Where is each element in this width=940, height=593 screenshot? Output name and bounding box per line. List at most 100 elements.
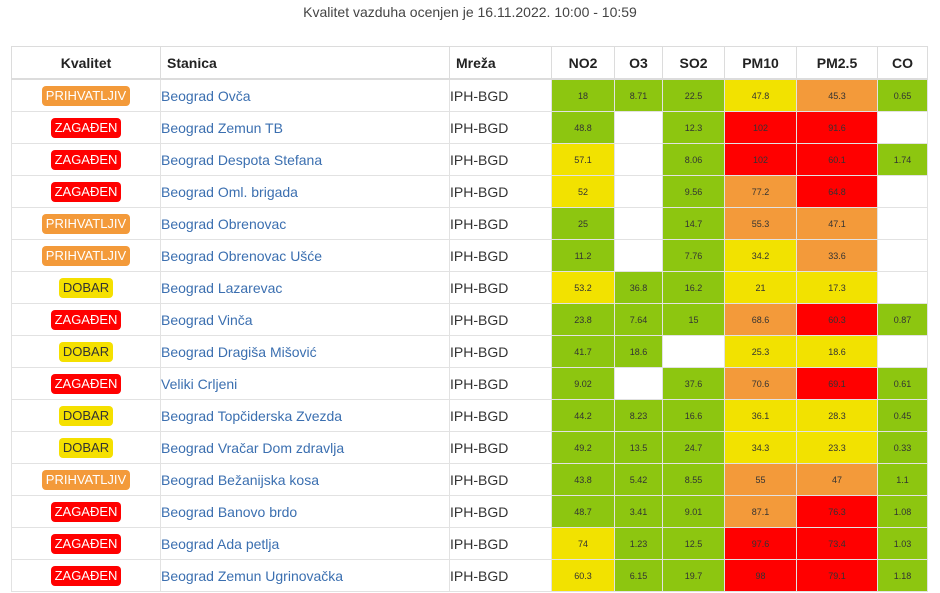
station-cell: Beograd Vračar Dom zdravlja	[160, 431, 450, 464]
header-quality[interactable]: Kvalitet	[11, 46, 161, 80]
quality-cell: ZAGAĐEN	[11, 303, 161, 336]
quality-badge: PRIHVATLJIV	[41, 85, 131, 106]
station-link[interactable]: Beograd Ovča	[161, 87, 251, 104]
o3-value-cell: 6.15	[614, 559, 663, 592]
so2-value-cell: 37.6	[662, 367, 725, 400]
station-link[interactable]: Beograd Vinča	[161, 311, 253, 328]
network-cell: IPH-BGD	[449, 303, 552, 336]
station-link[interactable]: Beograd Dragiša Mišović	[161, 343, 317, 360]
station-link[interactable]: Beograd Despota Stefana	[161, 151, 323, 168]
table-row: ZAGAĐEN Beograd Despota Stefana IPH-BGD 57.…	[11, 143, 928, 176]
so2-value-cell: 9.01	[662, 495, 725, 528]
station-link[interactable]: Beograd Bežanijska kosa	[161, 471, 319, 488]
no2-value-cell: 49.2	[551, 431, 615, 464]
pm10-value-cell: 102	[724, 143, 797, 176]
evaluation-caption: Kvalitet vazduha ocenjen je 16.11.2022. …	[303, 4, 637, 20]
pm25-value-cell: 47	[796, 463, 878, 496]
table-row: ZAGAĐEN Beograd Zemun TB IPH-BGD 48.8 12.3 10…	[11, 111, 928, 144]
station-link[interactable]: Beograd Banovo brdo	[161, 503, 298, 520]
quality-badge: PRIHVATLJIV	[41, 213, 131, 234]
pm25-value-cell: 64.8	[796, 175, 878, 208]
quality-badge: DOBAR	[58, 341, 114, 362]
co-value-cell	[877, 271, 928, 304]
o3-value-cell	[614, 367, 663, 400]
table-row: PRIHVATLJIV Beograd Obrenovac IPH-BGD 25 14.…	[11, 207, 928, 240]
header-network[interactable]: Mreža	[449, 46, 552, 80]
header-pm25[interactable]: PM2.5	[796, 46, 878, 80]
quality-badge: PRIHVATLJIV	[41, 245, 131, 266]
co-value-cell: 1.03	[877, 527, 928, 560]
station-cell: Beograd Ovča	[160, 78, 450, 112]
so2-value-cell: 19.7	[662, 559, 725, 592]
station-cell: Beograd Topčiderska Zvezda	[160, 399, 450, 432]
station-link[interactable]: Beograd Zemun TB	[161, 119, 283, 136]
quality-badge: DOBAR	[58, 277, 114, 298]
table-row: DOBAR Beograd Topčiderska Zvezda IPH-BGD 44…	[11, 399, 928, 432]
pm10-value-cell: 55.3	[724, 207, 797, 240]
header-so2[interactable]: SO2	[662, 46, 725, 80]
station-cell: Beograd Vinča	[160, 303, 450, 336]
quality-cell: ZAGAĐEN	[11, 495, 161, 528]
co-value-cell: 1.08	[877, 495, 928, 528]
no2-value-cell: 41.7	[551, 335, 615, 368]
air-quality-table: Kvalitet Stanica Mreža NO2 O3 SO2 PM10 P…	[11, 46, 928, 592]
pm10-value-cell: 77.2	[724, 175, 797, 208]
header-co[interactable]: CO	[877, 46, 928, 80]
pm10-value-cell: 87.1	[724, 495, 797, 528]
quality-badge: ZAGAĐEN	[50, 181, 122, 202]
header-station[interactable]: Stanica	[160, 46, 450, 80]
network-cell: IPH-BGD	[449, 463, 552, 496]
so2-value-cell: 8.06	[662, 143, 725, 176]
co-value-cell	[877, 335, 928, 368]
pm25-value-cell: 28.3	[796, 399, 878, 432]
station-link[interactable]: Beograd Ada petlja	[161, 535, 280, 552]
network-cell: IPH-BGD	[449, 271, 552, 304]
so2-value-cell: 7.76	[662, 239, 725, 272]
co-value-cell	[877, 207, 928, 240]
quality-cell: ZAGAĐEN	[11, 527, 161, 560]
station-link[interactable]: Beograd Obrenovac	[161, 215, 287, 232]
no2-value-cell: 53.2	[551, 271, 615, 304]
network-cell: IPH-BGD	[449, 175, 552, 208]
co-value-cell: 0.45	[877, 399, 928, 432]
pm10-value-cell: 102	[724, 111, 797, 144]
table-row: PRIHVATLJIV Beograd Ovča IPH-BGD 18 8.71 22.5…	[11, 78, 928, 112]
pm25-value-cell: 47.1	[796, 207, 878, 240]
header-o3[interactable]: O3	[614, 46, 663, 80]
pm10-value-cell: 25.3	[724, 335, 797, 368]
o3-value-cell: 5.42	[614, 463, 663, 496]
pm10-value-cell: 47.8	[724, 78, 797, 112]
no2-value-cell: 48.7	[551, 495, 615, 528]
table-row: DOBAR Beograd Dragiša Mišović IPH-BGD 41.7 1…	[11, 335, 928, 368]
station-link[interactable]: Beograd Lazarevac	[161, 279, 283, 296]
station-link[interactable]: Beograd Vračar Dom zdravlja	[161, 439, 345, 456]
o3-value-cell: 8.23	[614, 399, 663, 432]
station-link[interactable]: Beograd Obrenovac Ušće	[161, 247, 323, 264]
quality-cell: DOBAR	[11, 431, 161, 464]
pm25-value-cell: 18.6	[796, 335, 878, 368]
co-value-cell: 0.87	[877, 303, 928, 336]
o3-value-cell	[614, 111, 663, 144]
no2-value-cell: 57.1	[551, 143, 615, 176]
station-cell: Beograd Despota Stefana	[160, 143, 450, 176]
quality-badge: ZAGAĐEN	[50, 501, 122, 522]
header-no2[interactable]: NO2	[551, 46, 615, 80]
table-row: PRIHVATLJIV Beograd Bežanijska kosa IPH-BG…	[11, 463, 928, 496]
station-link[interactable]: Beograd Oml. brigada	[161, 183, 298, 200]
co-value-cell: 0.65	[877, 78, 928, 112]
station-link[interactable]: Beograd Zemun Ugrinovačka	[161, 567, 344, 584]
station-cell: Beograd Lazarevac	[160, 271, 450, 304]
quality-badge: DOBAR	[58, 437, 114, 458]
pm10-value-cell: 68.6	[724, 303, 797, 336]
table-row: ZAGAĐEN Beograd Banovo brdo IPH-BGD 48.7 3.4…	[11, 495, 928, 528]
station-link[interactable]: Beograd Topčiderska Zvezda	[161, 407, 343, 424]
co-value-cell: 0.33	[877, 431, 928, 464]
so2-value-cell: 16.2	[662, 271, 725, 304]
header-pm10[interactable]: PM10	[724, 46, 797, 80]
network-cell: IPH-BGD	[449, 495, 552, 528]
pm25-value-cell: 45.3	[796, 78, 878, 112]
o3-value-cell: 1.23	[614, 527, 663, 560]
station-cell: Beograd Banovo brdo	[160, 495, 450, 528]
table-row: ZAGAĐEN Veliki Crljeni IPH-BGD 9.02 37.6 70.6…	[11, 367, 928, 400]
station-link[interactable]: Veliki Crljeni	[161, 375, 238, 392]
